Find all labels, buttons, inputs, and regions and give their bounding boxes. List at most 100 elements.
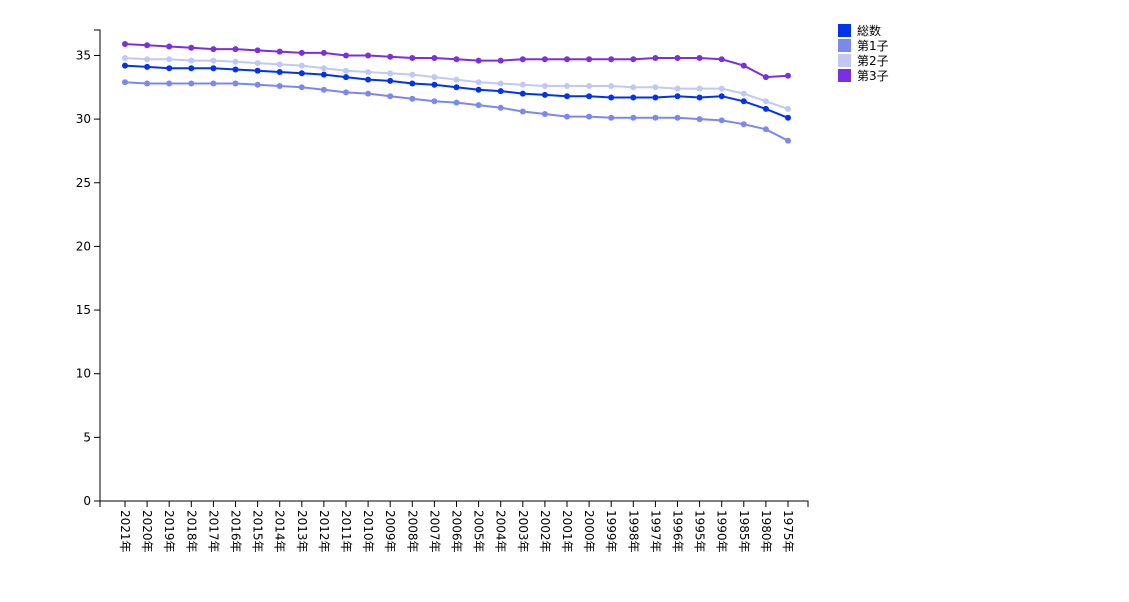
data-point: [409, 71, 416, 78]
data-point: [409, 80, 416, 87]
data-point: [343, 52, 349, 59]
data-point: [144, 56, 151, 63]
data-point: [519, 81, 526, 88]
data-point: [188, 80, 195, 87]
data-point: [387, 53, 394, 60]
data-point: [122, 79, 128, 86]
x-tick-label: 1990年: [715, 510, 729, 553]
data-point: [652, 114, 659, 121]
data-point: [740, 62, 747, 69]
data-point: [497, 104, 504, 111]
x-tick-label: 2001年: [560, 510, 574, 553]
data-point: [122, 55, 128, 61]
data-point: [343, 74, 349, 81]
data-point: [762, 74, 769, 81]
x-tick-label: 1997年: [648, 510, 662, 553]
data-point: [785, 105, 791, 112]
x-tick-label: 2005年: [472, 510, 486, 553]
data-point: [232, 80, 239, 87]
x-tick-label: 1995年: [693, 510, 707, 553]
data-point: [320, 65, 327, 72]
x-tick-label: 1980年: [759, 510, 773, 553]
x-tick-label: 2011年: [339, 510, 353, 553]
data-point: [166, 65, 173, 72]
data-point: [740, 90, 747, 97]
legend-label: 第1子: [857, 39, 889, 53]
data-point: [740, 121, 747, 128]
data-point: [696, 85, 703, 92]
x-tick-label: 1999年: [604, 510, 618, 553]
data-point: [144, 80, 151, 87]
x-tick-label: 2012年: [317, 510, 331, 553]
x-tick-label: 2007年: [427, 510, 441, 553]
data-point: [762, 126, 769, 133]
x-tick-label: 2014年: [273, 510, 287, 553]
data-point: [762, 105, 769, 112]
x-tick-label: 2016年: [229, 510, 243, 553]
x-tick-label: 2003年: [516, 510, 530, 553]
y-tick-label: 20: [76, 239, 91, 253]
data-point: [652, 84, 659, 91]
data-point: [188, 57, 195, 64]
data-point: [630, 84, 637, 91]
data-point: [343, 67, 349, 74]
data-point: [276, 61, 283, 68]
data-point: [475, 102, 482, 109]
data-point: [409, 95, 416, 102]
x-tick-label: 2021年: [118, 510, 132, 553]
series-1: [122, 62, 791, 121]
x-tick-label: 2009年: [383, 510, 397, 553]
data-point: [431, 81, 438, 88]
data-point: [166, 80, 173, 87]
data-point: [343, 89, 349, 96]
data-point: [365, 76, 372, 83]
data-point: [365, 52, 372, 59]
data-point: [497, 80, 504, 87]
legend-swatch: [838, 54, 851, 67]
data-point: [541, 91, 548, 98]
data-point: [608, 114, 615, 121]
data-point: [453, 76, 460, 83]
data-point: [696, 55, 703, 61]
data-point: [210, 46, 217, 53]
data-point: [254, 60, 261, 67]
data-point: [298, 62, 305, 69]
data-point: [122, 41, 128, 47]
data-point: [785, 72, 791, 79]
data-point: [431, 55, 438, 61]
x-tick-label: 2004年: [494, 510, 508, 553]
data-point: [298, 49, 305, 56]
data-point: [608, 94, 615, 101]
data-point: [586, 93, 593, 100]
data-point: [519, 108, 526, 115]
data-point: [298, 70, 305, 77]
data-point: [320, 49, 327, 56]
data-point: [785, 137, 791, 144]
x-tick-label: 2002年: [538, 510, 552, 553]
data-point: [652, 94, 659, 101]
data-point: [674, 85, 681, 92]
legend-swatch: [838, 69, 851, 82]
series-3: [122, 55, 791, 112]
data-point: [586, 56, 593, 63]
y-tick-label: 0: [83, 494, 91, 508]
data-point: [541, 56, 548, 63]
data-point: [718, 93, 725, 100]
data-point: [674, 114, 681, 121]
x-tick-label: 1996年: [671, 510, 685, 553]
data-point: [320, 71, 327, 78]
data-point: [564, 113, 570, 120]
data-point: [276, 48, 283, 55]
data-point: [276, 69, 283, 75]
data-point: [541, 111, 548, 117]
data-point: [232, 66, 239, 73]
data-point: [188, 44, 195, 51]
data-point: [718, 56, 725, 63]
data-point: [453, 99, 460, 106]
data-point: [387, 70, 394, 77]
data-point: [630, 56, 637, 63]
x-tick-label: 2013年: [295, 510, 309, 553]
data-point: [762, 98, 769, 105]
y-tick-label: 35: [76, 48, 91, 62]
